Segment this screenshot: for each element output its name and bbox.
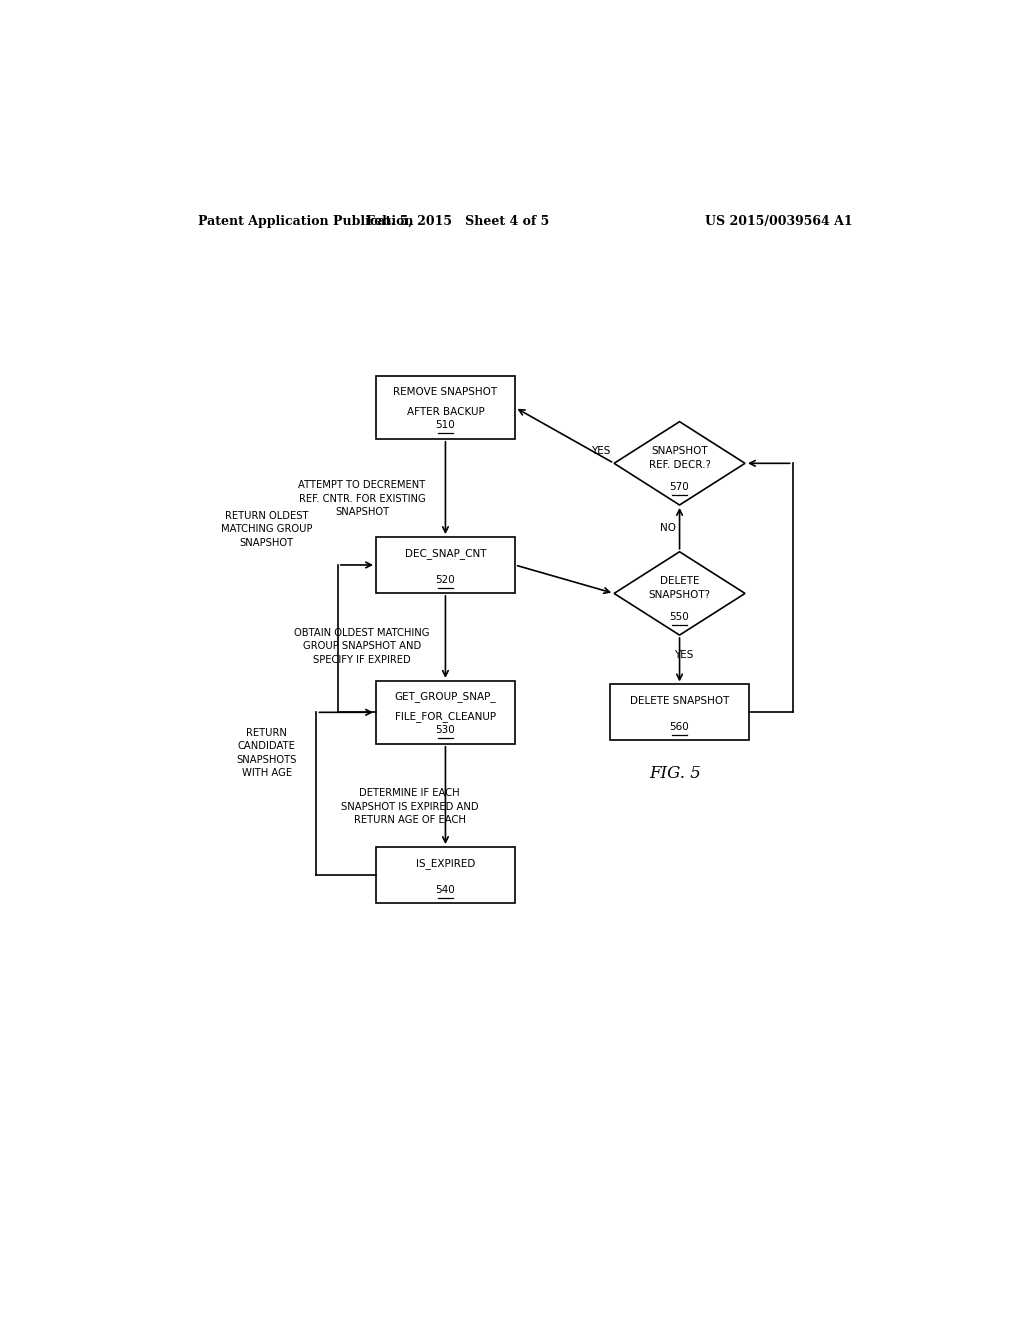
Text: YES: YES — [674, 651, 693, 660]
Text: 550: 550 — [670, 611, 689, 622]
Text: DEC_SNAP_CNT: DEC_SNAP_CNT — [404, 549, 486, 560]
Text: NO: NO — [659, 524, 676, 533]
Text: FIG. 5: FIG. 5 — [649, 764, 701, 781]
Text: AFTER BACKUP: AFTER BACKUP — [407, 407, 484, 417]
Text: YES: YES — [591, 446, 610, 457]
Text: FILE_FOR_CLEANUP: FILE_FOR_CLEANUP — [395, 711, 496, 722]
Text: RETURN OLDEST
MATCHING GROUP
SNAPSHOT: RETURN OLDEST MATCHING GROUP SNAPSHOT — [221, 511, 312, 548]
Polygon shape — [614, 552, 745, 635]
Text: 530: 530 — [435, 725, 456, 735]
Text: REMOVE SNAPSHOT: REMOVE SNAPSHOT — [393, 387, 498, 397]
Text: REF. DECR.?: REF. DECR.? — [648, 461, 711, 470]
Bar — [376, 681, 515, 744]
Text: RETURN
CANDIDATE
SNAPSHOTS
WITH AGE: RETURN CANDIDATE SNAPSHOTS WITH AGE — [237, 727, 297, 779]
Text: GET_GROUP_SNAP_: GET_GROUP_SNAP_ — [394, 692, 497, 702]
Polygon shape — [614, 421, 745, 506]
Text: ATTEMPT TO DECREMENT
REF. CNTR. FOR EXISTING
SNAPSHOT: ATTEMPT TO DECREMENT REF. CNTR. FOR EXIS… — [298, 480, 426, 517]
Text: 520: 520 — [435, 574, 456, 585]
Bar — [376, 537, 515, 593]
Text: 570: 570 — [670, 482, 689, 491]
Text: Patent Application Publication: Patent Application Publication — [198, 215, 414, 228]
Text: DETERMINE IF EACH
SNAPSHOT IS EXPIRED AND
RETURN AGE OF EACH: DETERMINE IF EACH SNAPSHOT IS EXPIRED AN… — [341, 788, 478, 825]
Text: OBTAIN OLDEST MATCHING
GROUP SNAPSHOT AND
SPECIFY IF EXPIRED: OBTAIN OLDEST MATCHING GROUP SNAPSHOT AN… — [294, 628, 430, 665]
Text: SNAPSHOT?: SNAPSHOT? — [648, 590, 711, 601]
Text: DELETE: DELETE — [659, 577, 699, 586]
Text: 540: 540 — [435, 884, 456, 895]
Text: SNAPSHOT: SNAPSHOT — [651, 446, 708, 457]
Bar — [376, 376, 515, 440]
Text: Feb. 5, 2015   Sheet 4 of 5: Feb. 5, 2015 Sheet 4 of 5 — [366, 215, 549, 228]
Text: DELETE SNAPSHOT: DELETE SNAPSHOT — [630, 697, 729, 706]
Text: IS_EXPIRED: IS_EXPIRED — [416, 858, 475, 870]
Bar — [610, 684, 749, 741]
Text: 510: 510 — [435, 420, 456, 430]
Bar — [376, 847, 515, 903]
Text: 560: 560 — [670, 722, 689, 733]
Text: US 2015/0039564 A1: US 2015/0039564 A1 — [705, 215, 853, 228]
